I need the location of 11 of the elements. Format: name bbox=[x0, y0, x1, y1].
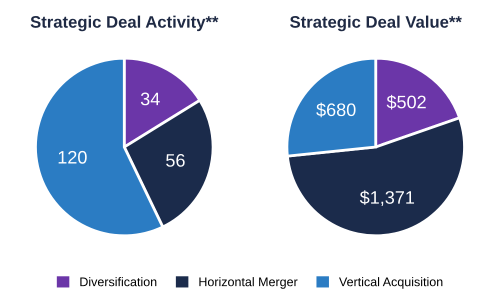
data-label: $680 bbox=[316, 102, 356, 118]
legend-label: Vertical Acquisition bbox=[339, 277, 442, 289]
data-label: $502 bbox=[386, 94, 426, 110]
data-label: 120 bbox=[58, 150, 87, 164]
data-label: 56 bbox=[166, 154, 185, 167]
chart-title: Strategic Deal Activity** bbox=[30, 16, 218, 32]
legend-label: Horizontal Merger bbox=[199, 277, 298, 289]
legend-label: Diversification bbox=[80, 277, 156, 286]
data-label: 34 bbox=[140, 92, 160, 106]
chart-title: Strategic Deal Value** bbox=[290, 16, 462, 32]
data-label: $1,371 bbox=[360, 190, 414, 206]
